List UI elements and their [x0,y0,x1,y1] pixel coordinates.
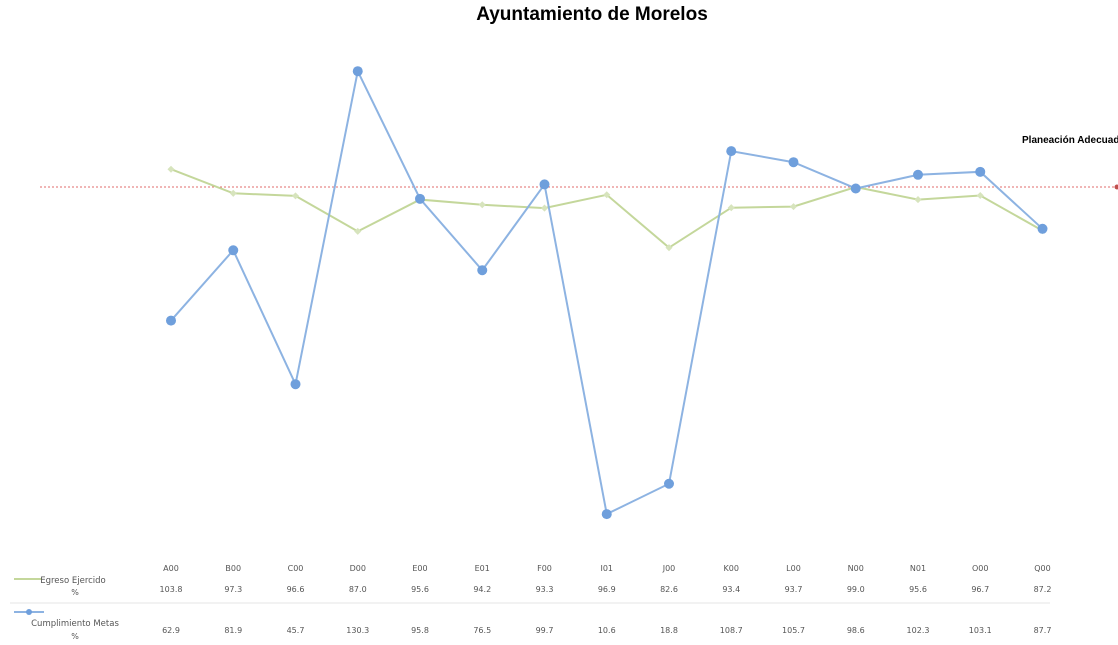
table-value-metas-D00: 130.3 [346,626,369,635]
data-table: A00 B00 C00 D00 E00 E01 F00 I01 J00 K00 L00 N00 N01 O… [10,564,1051,641]
table-value-egreso-D00: 87.0 [349,585,367,594]
table-category-J00: J00 [662,564,676,573]
table-value-metas-K00: 108.7 [720,626,743,635]
legend-key-marker-cumplimiento-metas [26,609,32,615]
reference-line-layer [40,184,1118,190]
series-lines-layer [170,68,1044,516]
point-metas-A00 [166,315,176,326]
table-value-egreso-O00: 96.7 [971,585,989,594]
table-value-egreso-C00: 96.6 [287,585,305,594]
table-category-A00: A00 [163,564,179,573]
point-egreso-O00 [976,191,984,200]
table-value-egreso-F00: 93.3 [536,585,554,594]
table-category-L00: L00 [786,564,801,573]
point-metas-I01 [601,509,612,520]
table-value-metas-O00: 103.1 [969,626,992,635]
table-category-K00: K00 [724,564,739,573]
table-value-egreso-I01: 96.9 [598,585,616,594]
table-category-N01: N01 [910,564,926,573]
table-category-N00: N00 [848,564,864,573]
table-value-metas-Q00: 87.7 [1034,626,1052,635]
table-value-egreso-L00: 93.7 [785,585,803,594]
table-value-metas-L00: 105.7 [782,626,805,635]
point-egreso-D00 [354,227,362,235]
point-metas-J00 [664,478,674,489]
table-category-F00: F00 [537,564,552,573]
table-value-metas-A00: 62.9 [162,626,180,635]
point-metas-N00 [850,183,861,194]
point-metas-E01 [477,265,488,276]
chart-title: Ayuntamiento de Morelos [476,4,708,25]
table-value-metas-C00: 45.7 [287,626,305,635]
point-egreso-J00 [665,244,673,252]
point-egreso-K00 [727,204,735,212]
point-metas-C00 [290,379,301,390]
reference-line-label: Planeación Adecuada [1022,135,1118,146]
point-metas-L00 [788,157,799,168]
table-value-egreso-N01: 95.6 [909,585,927,594]
series-line-egreso-ejercido [170,168,1043,249]
table-value-egreso-E00: 95.6 [411,585,429,594]
table-value-metas-J00: 18.8 [660,626,678,635]
legend-label-cumplimiento-metas: Cumplimiento Metas [31,619,119,629]
table-category-Q00: Q00 [1034,564,1050,573]
series-points-layer [166,66,1048,520]
table-value-egreso-E01: 94.2 [473,585,491,594]
point-metas-E00 [415,193,425,204]
point-egreso-C00 [291,192,300,200]
point-egreso-N01 [914,196,922,204]
legend-label-metas-pct: % [71,632,79,641]
point-metas-Q00 [1037,223,1048,234]
table-category-B00: B00 [225,564,241,573]
legend-label-egreso-ejercido: Egreso Ejercido [40,576,106,586]
table-value-metas-B00: 81.9 [224,626,242,635]
point-metas-F00 [539,179,550,190]
table-value-egreso-Q00: 87.2 [1034,585,1052,594]
table-category-D00: D00 [350,564,366,573]
table-value-metas-F00: 99.7 [536,626,554,635]
table-category-E00: E00 [412,564,427,573]
point-metas-D00 [352,66,363,77]
point-egreso-F00 [540,204,549,212]
table-category-O00: O00 [972,564,988,573]
point-egreso-E01 [478,201,486,209]
point-egreso-I01 [603,191,611,199]
point-metas-K00 [726,146,737,157]
table-value-egreso-N00: 99.0 [847,585,865,594]
point-egreso-B00 [229,189,237,197]
table-value-metas-N01: 102.3 [907,626,930,635]
table-value-egreso-A00: 103.8 [160,585,183,594]
table-value-metas-I01: 10.6 [598,626,616,635]
table-value-egreso-B00: 97.3 [224,585,242,594]
point-metas-O00 [975,166,986,177]
legend-label-egreso-pct: % [71,588,79,597]
table-value-metas-E01: 76.5 [473,626,491,635]
table-category-C00: C00 [288,564,304,573]
table-value-egreso-J00: 82.6 [660,585,678,594]
table-category-I01: I01 [600,564,613,573]
series-line-cumplimiento-metas [170,68,1044,516]
point-egreso-L00 [789,203,798,211]
table-value-metas-E00: 95.8 [411,626,429,635]
table-value-metas-N00: 98.6 [847,626,865,635]
point-metas-N01 [913,169,923,180]
point-egreso-A00 [167,165,175,173]
table-value-egreso-K00: 93.4 [722,585,740,594]
point-metas-B00 [228,245,239,256]
table-category-E01: E01 [475,564,490,573]
reference-line-end-marker [1114,184,1118,190]
